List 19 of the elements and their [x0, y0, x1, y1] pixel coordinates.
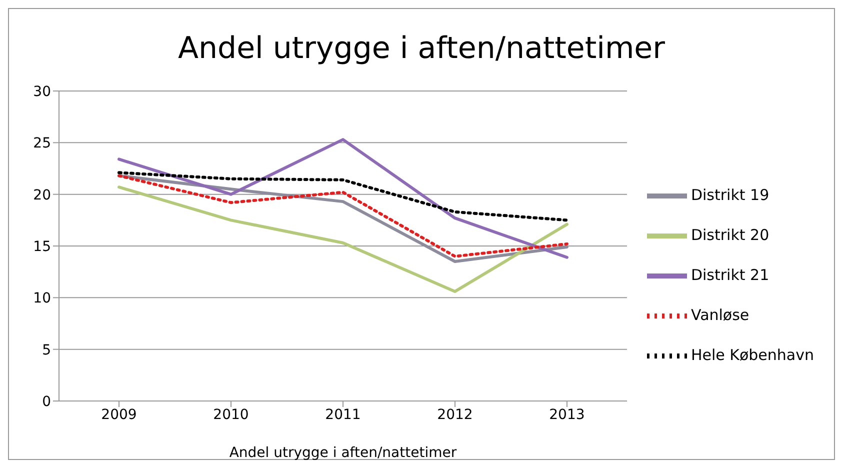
legend-label: Distrikt 21: [690, 266, 770, 284]
x-tick-label: 2013: [549, 406, 585, 423]
legend-label: Vanløse: [690, 306, 750, 324]
x-tick-label: 2009: [101, 406, 137, 423]
x-tick-label: 2010: [213, 406, 249, 423]
chart-title: Andel utrygge i aften/nattetimer: [177, 30, 666, 68]
y-tick-label: 30: [33, 84, 51, 100]
y-tick-label: 25: [33, 136, 51, 152]
y-tick-label: 0: [42, 394, 51, 410]
x-axis-title: Andel utrygge i aften/nattetimer: [229, 445, 457, 461]
x-tick-label: 2012: [437, 406, 473, 423]
y-tick-label: 15: [33, 238, 51, 255]
y-tick-label: 5: [42, 342, 51, 358]
y-tick-label: 10: [33, 290, 51, 307]
legend-label: Distrikt 20: [690, 226, 770, 244]
legend-label: Distrikt 19: [690, 186, 770, 204]
legend-label: Hele København: [690, 346, 814, 364]
x-tick-label: 2011: [325, 406, 361, 423]
y-tick-label: 20: [33, 187, 51, 204]
